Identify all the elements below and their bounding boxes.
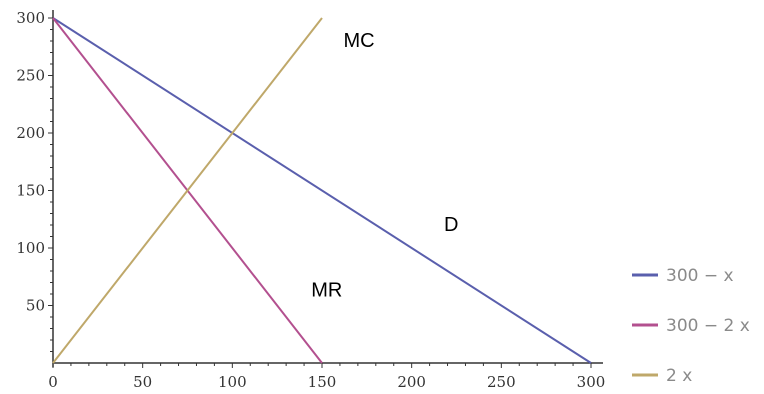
series-line-3 xyxy=(52,17,323,364)
annotations: MC D MR xyxy=(311,30,458,302)
x-tick-label: 100 xyxy=(218,373,247,391)
y-tick-label: 250 xyxy=(16,67,45,85)
y-tick-label: 300 xyxy=(16,9,45,27)
legend-label-3: 2 x xyxy=(666,366,692,386)
x-tick-label: 0 xyxy=(48,373,58,391)
axes: 0 50 100 150 200 250 300 50 100 150 200 250 300 xyxy=(16,9,605,391)
legend-label-2: 300 − 2 x xyxy=(666,316,750,336)
x-tick-label: 200 xyxy=(397,373,426,391)
legend: 300 − x 300 − 2 x 2 x xyxy=(632,266,750,386)
y-tick-label: 150 xyxy=(16,182,45,200)
series-lines xyxy=(52,17,592,364)
x-tick-label: 300 xyxy=(577,373,606,391)
x-tick-label: 150 xyxy=(308,373,337,391)
annotation-mc: MC xyxy=(344,30,375,52)
series-line-1 xyxy=(52,17,592,364)
legend-label-1: 300 − x xyxy=(666,266,734,286)
y-tick-label: 50 xyxy=(26,297,45,315)
annotation-d: D xyxy=(444,214,458,236)
annotation-mr: MR xyxy=(311,279,342,301)
y-tick-label: 100 xyxy=(16,239,45,257)
x-tick-label: 50 xyxy=(133,373,152,391)
y-tick-label: 200 xyxy=(16,124,45,142)
x-tick-label: 250 xyxy=(487,373,516,391)
